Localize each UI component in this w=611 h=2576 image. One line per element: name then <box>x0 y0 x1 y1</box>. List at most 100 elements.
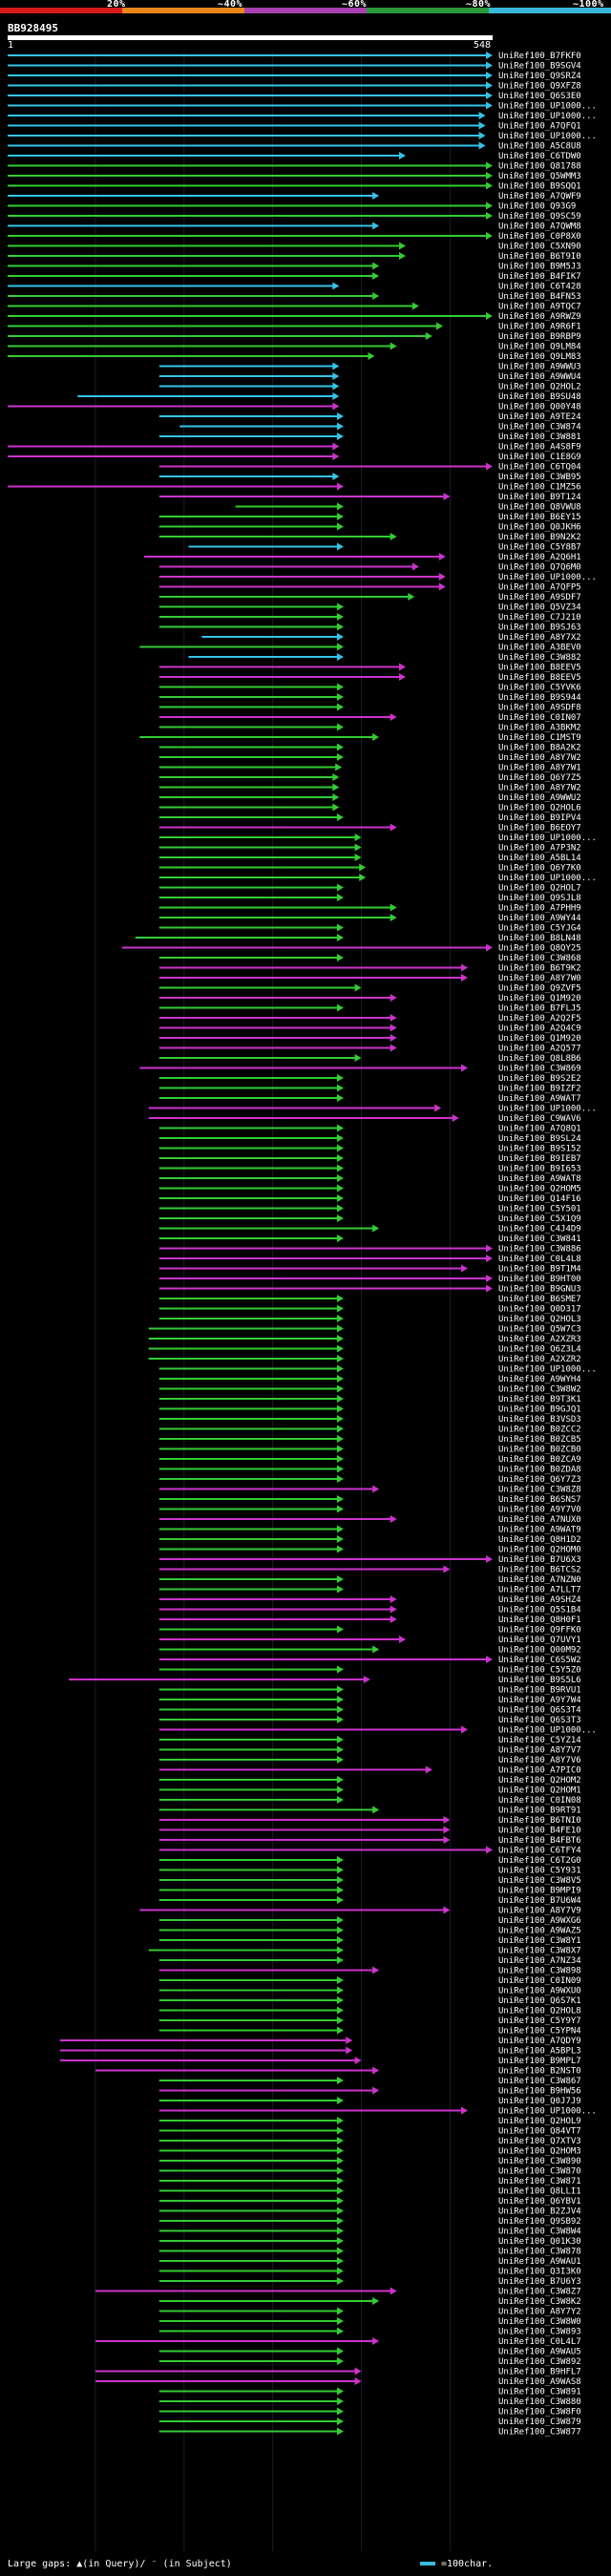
hit-label[interactable]: UniRef100_A5C8U8 <box>498 142 581 152</box>
hit-bar[interactable] <box>158 435 338 437</box>
hit-label[interactable]: UniRef100_Q9FFK0 <box>498 1626 581 1636</box>
hit-label[interactable]: UniRef100_Q6Y7Z3 <box>498 1475 581 1485</box>
hit-label[interactable]: UniRef100_Q00M92 <box>498 1646 581 1656</box>
hit-label[interactable]: UniRef100_C5XN90 <box>498 243 581 252</box>
hit-bar[interactable] <box>158 1548 338 1551</box>
hit-label[interactable]: UniRef100_Q9SB92 <box>498 2217 581 2227</box>
hit-label[interactable]: UniRef100_C3W8X7 <box>498 1947 581 1956</box>
hit-label[interactable]: UniRef100_B9RVU1 <box>498 1686 581 1696</box>
hit-bar[interactable] <box>158 1719 338 1721</box>
hit-label[interactable]: UniRef100_Q8H1D2 <box>498 1535 581 1545</box>
hit-bar[interactable] <box>8 124 480 127</box>
hit-label[interactable]: UniRef100_Q2HOM0 <box>498 1546 581 1555</box>
hit-label[interactable]: UniRef100_B9S2E2 <box>498 1074 581 1084</box>
hit-bar[interactable] <box>148 1949 338 1952</box>
hit-label[interactable]: UniRef100_Q2HOM5 <box>498 1185 581 1194</box>
hit-label[interactable]: UniRef100_B9N2K2 <box>498 533 581 542</box>
hit-bar[interactable] <box>158 1026 391 1029</box>
hit-label[interactable]: UniRef100_C5Y5Z0 <box>498 1666 581 1676</box>
hit-bar[interactable] <box>59 2049 348 2052</box>
hit-bar[interactable] <box>158 1708 338 1711</box>
hit-bar[interactable] <box>158 966 462 969</box>
hit-bar[interactable] <box>158 2109 462 2112</box>
hit-bar[interactable] <box>158 846 356 849</box>
hit-label[interactable]: UniRef100_B9I653 <box>498 1165 581 1174</box>
hit-label[interactable]: UniRef100_B9MPL7 <box>498 2057 581 2066</box>
hit-label[interactable]: UniRef100_B6T9K2 <box>498 964 581 974</box>
hit-label[interactable]: UniRef100_Q9SC59 <box>498 212 581 222</box>
hit-bar[interactable] <box>158 375 334 377</box>
hit-label[interactable]: UniRef100_B6SME7 <box>498 1295 581 1304</box>
hit-bar[interactable] <box>95 2380 356 2382</box>
hit-label[interactable]: UniRef100_A7NZ34 <box>498 1956 581 1966</box>
hit-bar[interactable] <box>8 305 413 307</box>
hit-label[interactable]: UniRef100_C6TDW0 <box>498 152 581 161</box>
hit-label[interactable]: UniRef100_A9Y7V0 <box>498 1506 581 1515</box>
hit-label[interactable]: UniRef100_C0P8X0 <box>498 232 581 242</box>
hit-bar[interactable] <box>158 746 338 749</box>
hit-bar[interactable] <box>158 1498 338 1500</box>
hit-bar[interactable] <box>158 716 391 718</box>
hit-label[interactable]: UniRef100_A3BEV0 <box>498 644 581 653</box>
hit-bar[interactable] <box>158 1318 338 1320</box>
hit-bar[interactable] <box>158 475 334 477</box>
hit-bar[interactable] <box>158 756 338 758</box>
hit-bar[interactable] <box>158 2140 338 2142</box>
hit-bar[interactable] <box>158 997 391 999</box>
hit-label[interactable]: UniRef100_A8Y7V9 <box>498 1907 581 1916</box>
hit-label[interactable]: UniRef100_UP1000... <box>498 834 597 843</box>
hit-bar[interactable] <box>158 1046 391 1049</box>
hit-label[interactable]: UniRef100_C0L4L8 <box>498 1255 581 1264</box>
hit-bar[interactable] <box>158 1939 338 1941</box>
hit-bar[interactable] <box>158 1929 338 1932</box>
hit-label[interactable]: UniRef100_A7Q8Q1 <box>498 1125 581 1134</box>
hit-label[interactable]: UniRef100_C3W890 <box>498 2157 581 2166</box>
hit-bar[interactable] <box>158 1438 338 1440</box>
hit-label[interactable]: UniRef100_C5YVK6 <box>498 684 581 693</box>
hit-bar[interactable] <box>158 2169 338 2172</box>
hit-bar[interactable] <box>158 465 487 468</box>
hit-bar[interactable] <box>158 2270 338 2272</box>
hit-label[interactable]: UniRef100_A9SDF7 <box>498 593 581 602</box>
hit-bar[interactable] <box>8 144 480 147</box>
hit-bar[interactable] <box>158 2249 338 2252</box>
hit-bar[interactable] <box>158 516 338 517</box>
hit-bar[interactable] <box>148 1117 453 1119</box>
hit-bar[interactable] <box>158 1839 445 1841</box>
hit-label[interactable]: UniRef100_C9WAV6 <box>498 1114 581 1124</box>
hit-label[interactable]: UniRef100_B9SQQ1 <box>498 182 581 192</box>
hit-label[interactable]: UniRef100_B9SJ63 <box>498 623 581 633</box>
hit-bar[interactable] <box>158 1447 338 1450</box>
hit-label[interactable]: UniRef100_C3W868 <box>498 954 581 963</box>
hit-bar[interactable] <box>235 505 338 508</box>
hit-label[interactable]: UniRef100_A7QDY9 <box>498 2037 581 2046</box>
hit-bar[interactable] <box>8 135 480 137</box>
hit-label[interactable]: UniRef100_B9GNU3 <box>498 1285 581 1295</box>
hit-label[interactable]: UniRef100_A7LLT7 <box>498 1586 581 1595</box>
hit-label[interactable]: UniRef100_B6EY15 <box>498 513 581 522</box>
hit-label[interactable]: UniRef100_A9RWZ9 <box>498 312 581 322</box>
hit-label[interactable]: UniRef100_C5YZ14 <box>498 1736 581 1745</box>
hit-label[interactable]: UniRef100_UP1000... <box>498 112 597 121</box>
hit-bar[interactable] <box>158 1017 391 1019</box>
hit-label[interactable]: UniRef100_Q9XFZ8 <box>498 82 581 92</box>
hit-label[interactable]: UniRef100_C3W879 <box>498 2418 581 2427</box>
hit-label[interactable]: UniRef100_A7PHH9 <box>498 904 581 914</box>
hit-bar[interactable] <box>95 2069 374 2072</box>
hit-label[interactable]: UniRef100_Q0J7J9 <box>498 2097 581 2106</box>
hit-bar[interactable] <box>158 917 391 918</box>
hit-bar[interactable] <box>144 556 440 558</box>
hit-label[interactable]: UniRef100_Q3I3K0 <box>498 2268 581 2277</box>
hit-bar[interactable] <box>8 175 487 177</box>
hit-bar[interactable] <box>158 2189 338 2192</box>
hit-label[interactable]: UniRef100_A9WWU4 <box>498 372 581 382</box>
hit-bar[interactable] <box>158 2029 338 2032</box>
hit-bar[interactable] <box>158 2310 338 2312</box>
hit-bar[interactable] <box>158 1779 338 1781</box>
hit-label[interactable]: UniRef100_C3W882 <box>498 653 581 663</box>
hit-label[interactable]: UniRef100_A9Y7W4 <box>498 1696 581 1705</box>
hit-label[interactable]: UniRef100_C3W893 <box>498 2328 581 2337</box>
hit-label[interactable]: UniRef100_A7NZN0 <box>498 1575 581 1585</box>
hit-bar[interactable] <box>158 2320 338 2322</box>
hit-bar[interactable] <box>148 1107 436 1109</box>
